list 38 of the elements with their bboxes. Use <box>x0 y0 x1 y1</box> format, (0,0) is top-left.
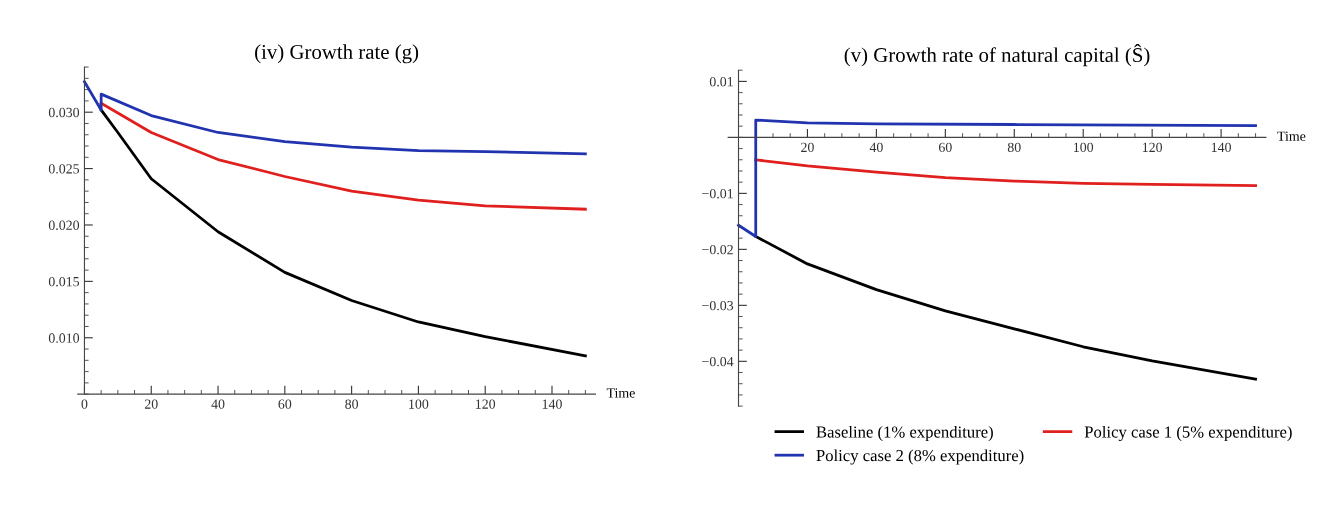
x-tick-label: 120 <box>476 399 496 409</box>
x-tick-label: 100 <box>409 399 429 409</box>
y-tick-label: 0.01 <box>709 76 733 87</box>
line-series <box>99 108 587 358</box>
x-tick-label: 80 <box>345 399 359 409</box>
chart-title: (iv) Growth rate (g) <box>255 44 419 64</box>
x-tick-label: 140 <box>542 399 562 409</box>
line-series <box>754 158 1257 187</box>
y-tick-label: −0.02 <box>702 244 733 255</box>
legend-label: Baseline (1% expenditure) <box>816 425 993 442</box>
line-series <box>99 101 587 211</box>
y-tick-label: −0.04 <box>702 356 734 367</box>
x-tick-label: 20 <box>144 399 158 409</box>
legend-label: Policy case 2 (8% expenditure) <box>816 449 1024 465</box>
y-tick-label: 0.020 <box>48 220 80 230</box>
line-series <box>737 118 1257 238</box>
x-tick-label: 40 <box>211 399 225 409</box>
y-tick-label: −0.03 <box>702 300 734 311</box>
x-tick-label: 60 <box>938 142 952 153</box>
x-tick-label: 80 <box>1007 142 1021 153</box>
x-tick-label: 20 <box>801 142 814 153</box>
y-tick-label: 0.025 <box>48 164 80 174</box>
x-axis-title: Time <box>1277 131 1306 141</box>
y-tick-label: 0.015 <box>48 276 80 287</box>
y-tick-label: 0.010 <box>48 333 80 343</box>
line-series <box>83 80 587 156</box>
x-tick-label: 40 <box>869 142 883 153</box>
y-tick-label: −0.01 <box>702 188 733 199</box>
y-tick-label: 0.030 <box>48 107 80 118</box>
x-tick-label: 120 <box>1142 142 1163 153</box>
x-tick-label: 100 <box>1074 142 1094 153</box>
x-tick-label: 140 <box>1211 142 1231 153</box>
x-axis-title: Time <box>606 388 635 398</box>
x-tick-label: 0 <box>81 399 88 409</box>
legend-label: Policy case 1 (5% expenditure) <box>1084 425 1292 442</box>
chart-title: (v) Growth rate of natural capital (Ŝ) <box>844 44 1150 67</box>
line-series <box>754 235 1257 381</box>
x-tick-label: 60 <box>278 399 292 409</box>
